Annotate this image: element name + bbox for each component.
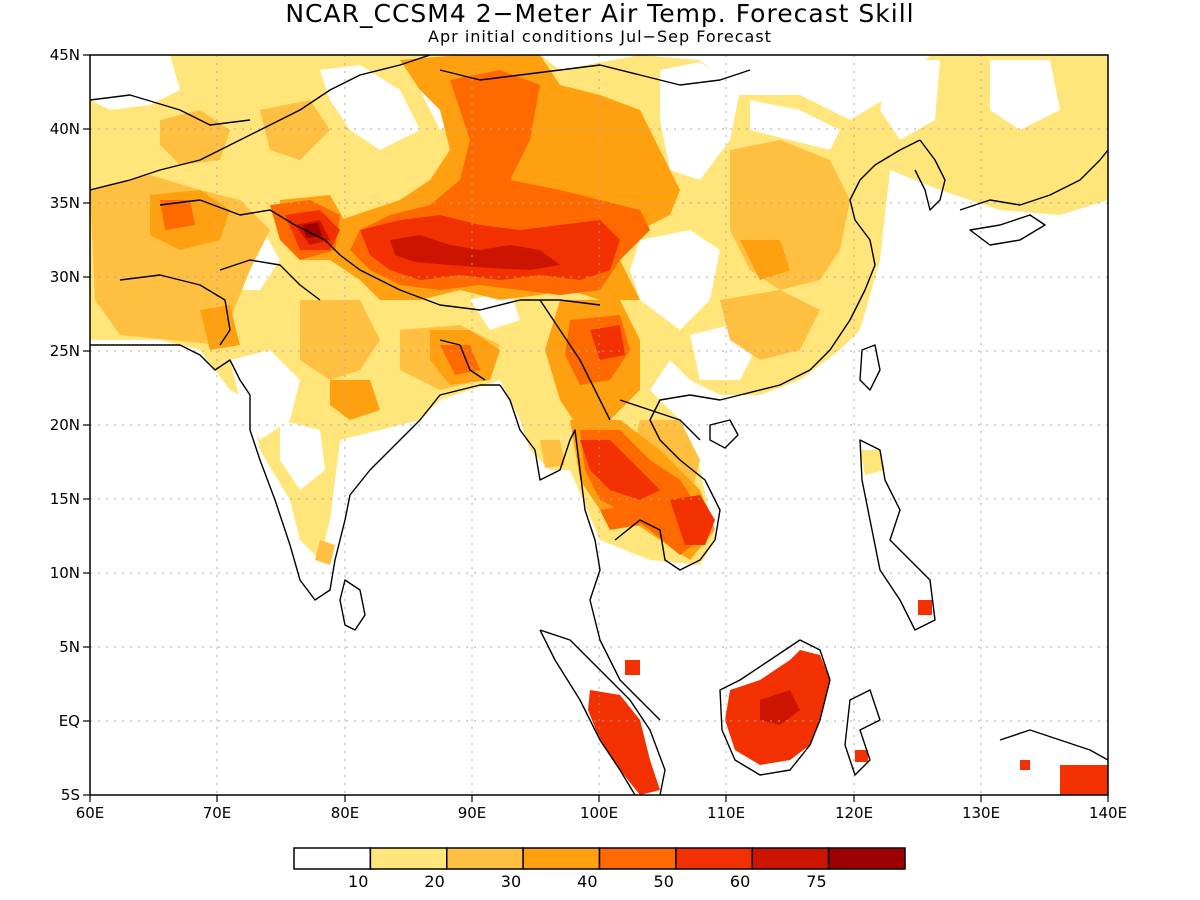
lat-label: 10N	[50, 564, 80, 582]
lat-label: 45N	[50, 46, 80, 64]
colorbar-label: 30	[501, 872, 521, 891]
lat-label: 35N	[50, 194, 80, 212]
graticule	[90, 55, 1108, 795]
lat-label: 40N	[50, 120, 80, 138]
colorbar-swatch	[522, 847, 601, 870]
colorbar: 10 20 30 40 50 60 75	[293, 847, 906, 891]
lat-label: 20N	[50, 416, 80, 434]
colorbar-label: 75	[806, 872, 826, 891]
lon-label: 130E	[962, 804, 1000, 822]
colorbar-swatch	[293, 847, 372, 870]
colorbar-label: 20	[424, 872, 444, 891]
colorbar-label: 40	[577, 872, 597, 891]
lon-label: 110E	[707, 804, 745, 822]
colorbar-label: 60	[730, 872, 750, 891]
lon-label: 70E	[203, 804, 232, 822]
longitude-labels: 60E 70E 80E 90E 100E 110E 120E 130E 140E	[76, 804, 1127, 822]
colorbar-swatch	[598, 847, 677, 870]
coastlines	[90, 55, 1108, 795]
lat-label: 5S	[61, 786, 80, 804]
colorbar-label: 50	[654, 872, 674, 891]
lat-label: 30N	[50, 268, 80, 286]
colorbar-label: 10	[348, 872, 368, 891]
colorbar-swatch	[827, 847, 906, 870]
lat-label: 15N	[50, 490, 80, 508]
lon-label: 60E	[76, 804, 105, 822]
colorbar-swatch	[751, 847, 830, 870]
lon-label: 140E	[1089, 804, 1127, 822]
axis-ticks	[83, 54, 1109, 802]
skill-field	[90, 55, 1108, 795]
map-subtitle: Apr initial conditions Jul−Sep Forecast	[428, 27, 772, 46]
colorbar-swatch	[446, 847, 524, 870]
lon-label: 100E	[580, 804, 618, 822]
skill-region-above-75	[303, 223, 322, 238]
latitude-labels: 45N 40N 35N 30N 25N 20N 15N 10N 5N EQ 5S	[50, 46, 80, 804]
lat-label: 5N	[59, 638, 80, 656]
colorbar-swatch	[675, 847, 753, 870]
lat-label: EQ	[59, 712, 80, 730]
colorbar-swatch	[369, 847, 448, 870]
lon-label: 120E	[835, 804, 873, 822]
lon-label: 80E	[331, 804, 360, 822]
map-title: NCAR_CCSM4 2−Meter Air Temp. Forecast Sk…	[285, 0, 915, 28]
lon-label: 90E	[458, 804, 487, 822]
lat-label: 25N	[50, 342, 80, 360]
